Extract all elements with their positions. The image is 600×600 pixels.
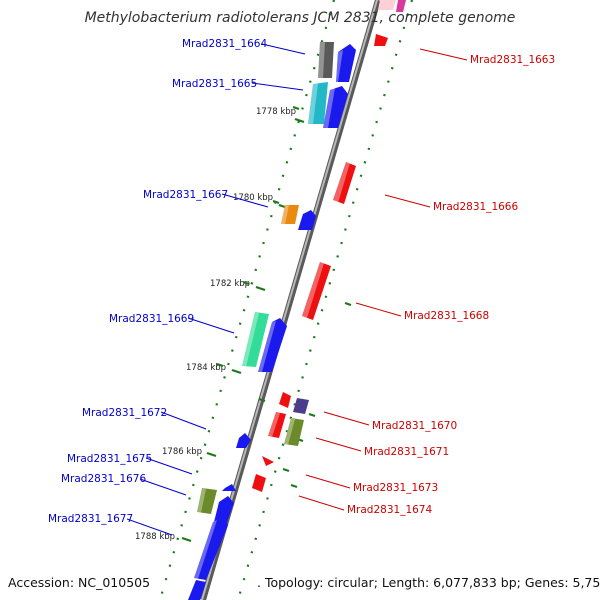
mrad2831-1663-top-feature[interactable] xyxy=(378,0,396,10)
mrad2831_1673-label[interactable]: Mrad2831_1673 xyxy=(305,474,438,494)
mrad2831-1673-feature[interactable] xyxy=(262,456,274,466)
mrad2831_1674-label[interactable]: Mrad2831_1674 xyxy=(298,495,432,516)
mrad2831-1666-feature[interactable] xyxy=(333,162,356,204)
mrad2831-1663-mark-feature[interactable] xyxy=(396,0,406,12)
mrad2831-1675-feature[interactable] xyxy=(222,484,236,491)
gene-label-text[interactable]: Mrad2831_1675 xyxy=(67,453,152,465)
mrad2831_1665-label[interactable]: Mrad2831_1665 xyxy=(172,78,304,91)
label-leader-line xyxy=(145,457,193,475)
gene-label-text[interactable]: Mrad2831_1665 xyxy=(172,78,257,90)
mrad2831_1666-label[interactable]: Mrad2831_1666 xyxy=(384,194,518,213)
mrad2831-1663-feature[interactable] xyxy=(374,34,388,46)
tick-mark xyxy=(206,451,217,458)
gene-label-text[interactable]: Mrad2831_1669 xyxy=(109,313,194,325)
gene-label-text[interactable]: Mrad2831_1672 xyxy=(82,407,167,419)
label-leader-line xyxy=(126,518,173,536)
label-leader-line xyxy=(305,474,351,489)
mrad2831-1677-feature[interactable] xyxy=(194,518,228,580)
gene-label-text[interactable]: Mrad2831_1670 xyxy=(372,420,457,432)
tick-marks: 1778 kbp 1780 kbp 1782 kbp 1784 kbp 1786 kbp… xyxy=(135,106,352,543)
mrad2831_1675-label[interactable]: Mrad2831_1675 xyxy=(67,453,193,475)
label-leader-line xyxy=(419,48,468,61)
mrad2831-1676-feature[interactable] xyxy=(197,488,217,514)
track-dash xyxy=(272,200,280,204)
mrad2831_1668-label[interactable]: Mrad2831_1668 xyxy=(355,302,489,322)
gene-label-text[interactable]: Mrad2831_1674 xyxy=(347,504,432,516)
gene-features xyxy=(188,0,406,600)
tick-mark xyxy=(181,536,192,543)
mrad2831_1669-label[interactable]: Mrad2831_1669 xyxy=(109,313,235,334)
tick-label: 1782 kbp xyxy=(210,279,250,289)
gene-label-text[interactable]: Mrad2831_1673 xyxy=(353,482,438,494)
gene-label-text[interactable]: Mrad2831_1663 xyxy=(470,54,555,66)
label-leader-line xyxy=(323,411,370,426)
tick-mark xyxy=(255,285,266,292)
track-dash xyxy=(242,281,250,285)
mrad2831_1664-label[interactable]: Mrad2831_1664 xyxy=(182,38,306,55)
mrad2831-1669-arrow-feature[interactable] xyxy=(258,318,287,372)
mrad2831-1665-arrow-feature[interactable] xyxy=(323,86,348,128)
accession-text: Accession: NC_010505 xyxy=(8,575,151,590)
gene-label-text[interactable]: Mrad2831_1668 xyxy=(404,310,489,322)
gene-label-text[interactable]: Mrad2831_1676 xyxy=(61,473,146,485)
map-title: Methylobacterium radiotolerans JCM 2831,… xyxy=(84,10,516,26)
label-leader-line xyxy=(384,194,431,208)
mrad2831_1663-label[interactable]: Mrad2831_1663 xyxy=(419,48,555,66)
tick-mark xyxy=(231,368,242,375)
mrad2831-1667-feature[interactable] xyxy=(281,205,299,224)
genome-summary-text: . Topology: circular; Length: 6,077,833 … xyxy=(257,575,600,590)
tick-label: 1788 kbp xyxy=(135,532,175,542)
label-leader-line xyxy=(251,82,304,91)
gene-label-text[interactable]: Mrad2831_1664 xyxy=(182,38,267,50)
mrad2831_1676-label[interactable]: Mrad2831_1676 xyxy=(61,473,187,496)
mrad2831-1677-tail-feature[interactable] xyxy=(188,580,206,600)
label-leader-line xyxy=(261,43,306,55)
track-dash xyxy=(282,468,290,472)
track-dash xyxy=(292,106,300,110)
track-dash xyxy=(290,484,298,488)
mrad2831-1670-feature[interactable] xyxy=(279,392,291,408)
gene-label-text[interactable]: Mrad2831_1667 xyxy=(143,189,228,201)
label-leader-line xyxy=(355,302,402,317)
mrad2831-1669-feature[interactable] xyxy=(242,312,269,367)
mrad2831_1670-label[interactable]: Mrad2831_1670 xyxy=(323,411,457,432)
mrad2831_1672-label[interactable]: Mrad2831_1672 xyxy=(82,407,207,430)
mrad2831-1665-feature[interactable] xyxy=(308,82,328,124)
tick-mark xyxy=(294,117,305,124)
mrad2831-1671-feature[interactable] xyxy=(268,412,286,438)
label-leader-line xyxy=(315,437,362,452)
mrad2831-1667-arrow-feature[interactable] xyxy=(298,210,316,230)
mrad2831_1671-label[interactable]: Mrad2831_1671 xyxy=(315,437,449,458)
mrad2831_1667-label[interactable]: Mrad2831_1667 xyxy=(143,189,269,208)
gene-label-text[interactable]: Mrad2831_1677 xyxy=(48,513,133,525)
mrad2831-1671-b-feature[interactable] xyxy=(284,418,304,446)
label-leader-line xyxy=(221,193,269,208)
tick-label: 1784 kbp xyxy=(186,363,226,373)
mrad2831-1664-feature[interactable] xyxy=(318,42,334,78)
mrad2831-1668-feature[interactable] xyxy=(302,262,331,320)
label-leader-line xyxy=(139,478,187,496)
gene-label-text[interactable]: Mrad2831_1671 xyxy=(364,446,449,458)
track-dash xyxy=(344,302,352,306)
label-leader-line xyxy=(187,317,235,334)
mrad2831-1674-feature[interactable] xyxy=(252,474,266,492)
gene-label-text[interactable]: Mrad2831_1666 xyxy=(433,201,518,213)
mrad2831_1677-label[interactable]: Mrad2831_1677 xyxy=(48,513,173,536)
mrad2831-1670-b-feature[interactable] xyxy=(293,398,309,414)
track-dash xyxy=(258,398,266,402)
tick-label: 1778 kbp xyxy=(256,107,296,117)
gene-labels: Mrad2831_1663 Mrad2831_1664 Mrad2831_1665 M… xyxy=(48,38,555,536)
mrad2831-1664-arrow-feature[interactable] xyxy=(336,44,356,82)
mrad2831-1672-feature[interactable] xyxy=(236,433,251,448)
tick-label: 1780 kbp xyxy=(233,193,273,203)
label-leader-line xyxy=(160,411,207,430)
track-dash xyxy=(308,413,316,417)
label-leader-line xyxy=(298,495,345,511)
tick-label: 1786 kbp xyxy=(162,447,202,457)
track-dash xyxy=(216,363,224,367)
